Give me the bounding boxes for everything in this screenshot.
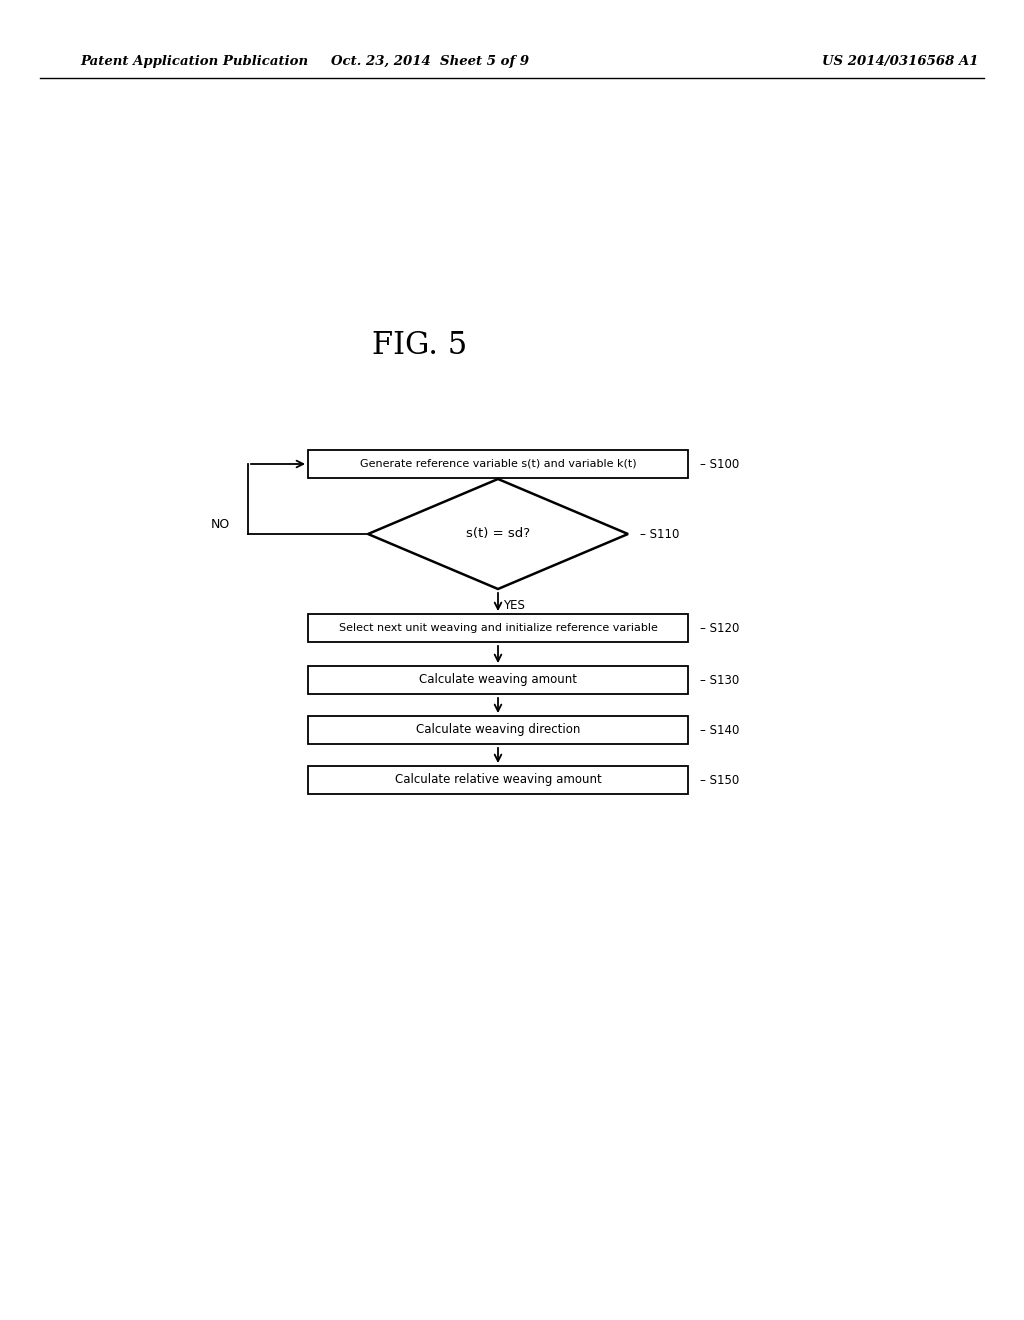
Text: NO: NO <box>211 517 230 531</box>
Text: Oct. 23, 2014  Sheet 5 of 9: Oct. 23, 2014 Sheet 5 of 9 <box>331 55 529 69</box>
Text: – S120: – S120 <box>700 622 739 635</box>
Text: – S130: – S130 <box>700 673 739 686</box>
Polygon shape <box>368 479 628 589</box>
Text: US 2014/0316568 A1: US 2014/0316568 A1 <box>821 55 978 69</box>
Text: Select next unit weaving and initialize reference variable: Select next unit weaving and initialize … <box>339 623 657 634</box>
Text: Calculate weaving amount: Calculate weaving amount <box>419 673 577 686</box>
Bar <box>308 715 688 744</box>
Text: – S140: – S140 <box>700 723 739 737</box>
Bar <box>308 667 688 694</box>
Text: Calculate weaving direction: Calculate weaving direction <box>416 723 581 737</box>
Text: Generate reference variable s(t) and variable k(t): Generate reference variable s(t) and var… <box>359 459 636 469</box>
Text: FIG. 5: FIG. 5 <box>373 330 468 360</box>
Text: – S100: – S100 <box>700 458 739 470</box>
Text: YES: YES <box>503 599 525 612</box>
Bar <box>308 766 688 795</box>
Bar <box>308 450 688 478</box>
Text: Calculate relative weaving amount: Calculate relative weaving amount <box>394 774 601 787</box>
Text: Patent Application Publication: Patent Application Publication <box>80 55 308 69</box>
Text: s(t) = sd?: s(t) = sd? <box>466 528 530 540</box>
Text: – S150: – S150 <box>700 774 739 787</box>
Bar <box>308 614 688 642</box>
Text: – S110: – S110 <box>640 528 679 540</box>
